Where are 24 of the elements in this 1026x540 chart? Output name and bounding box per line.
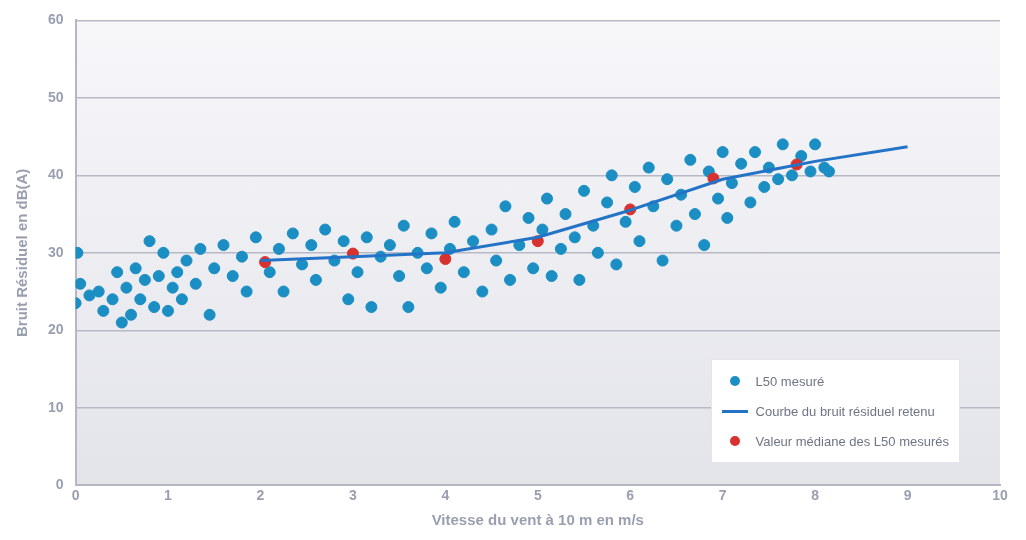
y-tick-label: 40 (47, 166, 64, 183)
y-tick-label: 20 (47, 321, 64, 338)
x-tick-label: 2 (256, 487, 265, 504)
x-tick-label: 3 (349, 487, 357, 504)
x-tick-label: 6 (626, 487, 635, 504)
x-tick-label: 1 (164, 487, 173, 504)
y-tick-label: 60 (47, 11, 64, 28)
y-tick-label: 50 (47, 88, 64, 105)
x-tick-label: 4 (441, 487, 450, 504)
legend-label: L50 mesuré (755, 373, 825, 389)
y-tick-label: 30 (47, 243, 64, 260)
x-tick-label: 10 (992, 487, 1008, 504)
x-tick-label: 0 (71, 487, 80, 504)
legend-label: Courbe du bruit résiduel retenu (755, 403, 935, 419)
point (439, 253, 452, 265)
x-tick-label: 7 (718, 487, 727, 504)
x-tick-label: 8 (811, 487, 820, 504)
y-tick-label: 10 (47, 398, 64, 415)
y-tick-label: 0 (55, 476, 64, 493)
legend-label: Valeur médiane des L50 mesurés (755, 433, 949, 449)
x-tick-label: 5 (533, 487, 542, 504)
x-axis-title: Vitesse du vent à 10 m en m/s (431, 511, 644, 529)
x-tick-label: 9 (903, 487, 912, 504)
y-axis-title: Bruit Résiduel en dB(A) (13, 168, 31, 337)
